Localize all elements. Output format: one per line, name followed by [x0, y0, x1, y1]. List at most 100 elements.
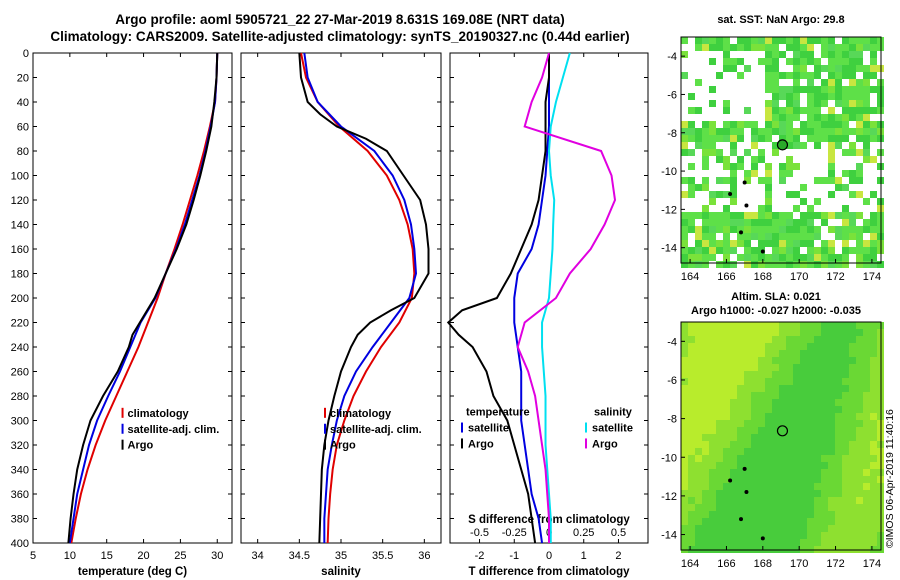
map-cell [751, 427, 758, 434]
map-cell [681, 343, 688, 350]
map-cell [709, 483, 716, 490]
map-cell [716, 37, 723, 44]
map-cell [695, 385, 702, 392]
map-cell [814, 142, 821, 149]
map-cell [786, 413, 793, 420]
map-cell [870, 511, 877, 518]
map-cell [709, 441, 716, 448]
map-cell [730, 525, 737, 532]
map-cell [681, 336, 688, 343]
map-cell [709, 399, 716, 406]
map-cell [758, 322, 765, 329]
map-cell [814, 254, 821, 261]
map-cell [772, 378, 779, 385]
map-cell [835, 93, 842, 100]
map-cell [765, 191, 772, 198]
x-tick-label-difference: 0 [546, 550, 552, 562]
map-cell [730, 455, 737, 462]
map-cell [814, 261, 821, 268]
map-cell [821, 539, 828, 546]
map-cell [716, 350, 723, 357]
map-cell [765, 37, 772, 44]
map-cell [681, 511, 688, 518]
map-cell [688, 448, 695, 455]
x-tick-label-difference: 2 [615, 550, 621, 562]
map-cell [870, 254, 877, 261]
map-cell [835, 525, 842, 532]
map-cell [751, 170, 758, 177]
map-cell [730, 226, 737, 233]
map-cell [702, 336, 709, 343]
map-cell [758, 385, 765, 392]
map-cell [737, 490, 744, 497]
map-cell [737, 532, 744, 539]
map-cell [765, 441, 772, 448]
map-cell [779, 37, 786, 44]
map-cell [828, 163, 835, 170]
map-cell [807, 497, 814, 504]
map-cell [849, 114, 856, 121]
map-cell [779, 163, 786, 170]
map-cell [737, 525, 744, 532]
map-cell [814, 539, 821, 546]
map-cell [744, 462, 751, 469]
map-cell [807, 322, 814, 329]
map-cell [814, 378, 821, 385]
map-cell [828, 121, 835, 128]
map-cell [751, 226, 758, 233]
map-cell [695, 413, 702, 420]
map-cell [723, 518, 730, 525]
map-cell [835, 350, 842, 357]
map-cell [695, 427, 702, 434]
map-cell [730, 240, 737, 247]
map-cell [807, 504, 814, 511]
map-cell [779, 135, 786, 142]
map-cell [870, 392, 877, 399]
map-cell [856, 261, 863, 268]
map-cell [849, 336, 856, 343]
map-cell [709, 490, 716, 497]
map-cell [723, 462, 730, 469]
map-cell [786, 121, 793, 128]
map-cell [793, 233, 800, 240]
x-tick-label-difference: -1 [509, 550, 519, 562]
map-cell [821, 240, 828, 247]
map-cell [842, 58, 849, 65]
map-cell [681, 364, 688, 371]
map-cell [751, 504, 758, 511]
map-cell [709, 497, 716, 504]
map-cell [779, 364, 786, 371]
map-cell [793, 114, 800, 121]
map-cell [765, 219, 772, 226]
map-cell [765, 322, 772, 329]
map-cell [786, 483, 793, 490]
map-cell [772, 58, 779, 65]
map-cell [793, 490, 800, 497]
map-cell [730, 399, 737, 406]
map-cell [688, 121, 695, 128]
map-cell [842, 121, 849, 128]
map-cell [800, 392, 807, 399]
map-cell [716, 191, 723, 198]
map-cell [730, 322, 737, 329]
map-cell [744, 469, 751, 476]
map-cell [737, 37, 744, 44]
map-cell [758, 177, 765, 184]
map-cell [772, 322, 779, 329]
map-cell [828, 254, 835, 261]
map-cell [709, 233, 716, 240]
map-cell [814, 462, 821, 469]
map-cell [688, 343, 695, 350]
map-cell [772, 329, 779, 336]
map-cell [765, 184, 772, 191]
map-cell [681, 219, 688, 226]
map-cell [786, 441, 793, 448]
map-cell [821, 135, 828, 142]
map-cell [814, 406, 821, 413]
map-cell [723, 350, 730, 357]
map-cell [765, 455, 772, 462]
map-cell [814, 72, 821, 79]
map-cell [856, 350, 863, 357]
map-cell [751, 462, 758, 469]
map-cell [730, 357, 737, 364]
